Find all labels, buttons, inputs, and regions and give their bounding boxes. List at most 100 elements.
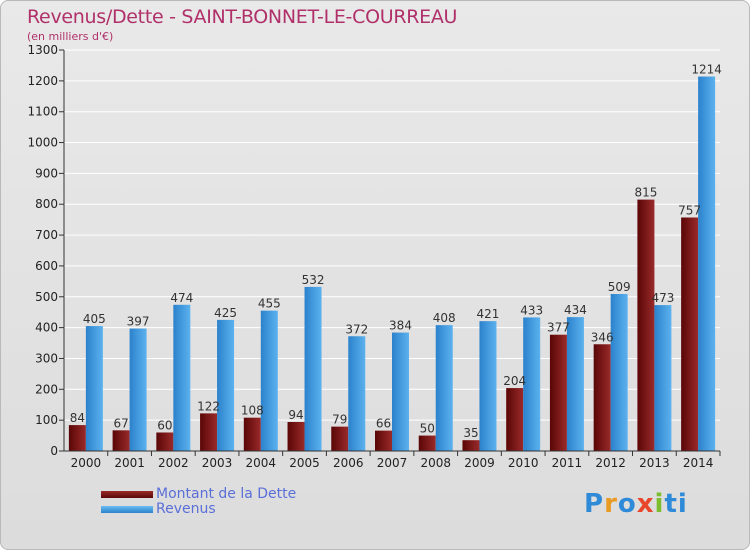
x-tick-label: 2011 <box>552 456 583 470</box>
bar-dette <box>200 413 218 451</box>
y-tick-label: 700 <box>35 228 58 242</box>
y-tick-label: 300 <box>35 351 58 365</box>
y-tick-label: 200 <box>35 382 58 396</box>
y-tick-label: 1300 <box>27 43 58 57</box>
x-tick-label: 2008 <box>420 456 451 470</box>
bar-dette <box>287 422 305 451</box>
data-label: 473 <box>651 291 674 305</box>
data-label: 1214 <box>691 63 722 77</box>
proxiti-logo: Proxiti <box>584 489 688 519</box>
data-label: 204 <box>503 374 526 388</box>
x-tick-label: 2012 <box>595 456 626 470</box>
logo-letter: t <box>664 489 678 519</box>
data-label: 60 <box>157 418 172 432</box>
x-tick-label: 2014 <box>683 456 714 470</box>
data-label: 377 <box>547 321 570 335</box>
logo-letter: P <box>584 489 605 519</box>
bar-revenus <box>129 328 147 451</box>
bar-dette <box>593 344 611 451</box>
y-tick-label: 600 <box>35 259 58 273</box>
bar-revenus <box>173 304 191 451</box>
data-label: 421 <box>477 307 500 321</box>
data-label: 50 <box>420 422 435 436</box>
data-label: 397 <box>127 315 150 329</box>
bar-dette <box>637 199 655 451</box>
bar-dette <box>418 435 436 451</box>
data-label: 108 <box>241 404 264 418</box>
y-tick-label: 400 <box>35 321 58 335</box>
bar-revenus <box>479 321 497 451</box>
data-label: 66 <box>376 417 391 431</box>
data-label: 509 <box>608 280 631 294</box>
bar-dette <box>375 430 392 451</box>
x-tick-label: 2007 <box>377 456 408 470</box>
bar-dette <box>681 217 699 451</box>
bar-revenus <box>523 317 541 451</box>
bar-revenus <box>85 326 103 451</box>
data-label: 94 <box>288 408 303 422</box>
data-label: 757 <box>678 203 701 217</box>
data-label: 434 <box>564 303 587 317</box>
bar-revenus <box>698 76 716 451</box>
data-label: 433 <box>520 303 543 317</box>
x-tick-label: 2000 <box>71 456 102 470</box>
legend-swatch-revenus <box>101 506 153 513</box>
x-tick-label: 2005 <box>289 456 320 470</box>
bar-revenus <box>566 317 584 451</box>
data-label: 35 <box>463 426 478 440</box>
legend-label-dette: Montant de la Dette <box>156 486 297 502</box>
legend-swatch-dette <box>101 491 153 498</box>
logo-letter: x <box>636 489 655 519</box>
bar-revenus <box>217 319 235 451</box>
logo-letter: i <box>654 489 665 519</box>
bar-dette <box>156 432 174 451</box>
chart-title: Revenus/Dette - SAINT-BONNET-LE-COURREAU <box>27 6 458 28</box>
y-tick-label: 1200 <box>27 74 58 88</box>
bar-revenus <box>392 332 409 451</box>
data-label: 384 <box>389 319 412 333</box>
data-label: 84 <box>70 411 85 425</box>
x-tick-label: 2001 <box>114 456 145 470</box>
logo-letter: i <box>677 489 688 519</box>
data-label: 67 <box>113 416 128 430</box>
data-label: 79 <box>332 413 347 427</box>
bar-revenus <box>654 305 672 451</box>
y-tick-label: 900 <box>35 166 58 180</box>
x-tick-label: 2013 <box>639 456 670 470</box>
x-tick-label: 2006 <box>333 456 364 470</box>
data-label: 425 <box>214 306 237 320</box>
bar-dette <box>112 430 130 451</box>
x-tick-label: 2002 <box>158 456 189 470</box>
bar-dette <box>68 425 86 451</box>
bar-dette <box>549 334 567 451</box>
bar-dette <box>331 426 349 451</box>
x-tick-label: 2010 <box>508 456 539 470</box>
axes: 0 100 200 300 400 500 600 700 800 900 1000 1100 1200… <box>27 43 721 470</box>
bar-revenus <box>304 286 322 451</box>
y-tick-label: 0 <box>50 444 58 458</box>
data-label: 372 <box>345 322 368 336</box>
logo-letter: r <box>604 489 618 519</box>
data-label: 408 <box>433 311 456 325</box>
y-tick-label: 800 <box>35 197 58 211</box>
y-tick-label: 500 <box>35 290 58 304</box>
legend-label-revenus: Revenus <box>156 501 216 517</box>
bar-dette <box>243 417 261 451</box>
bars <box>68 76 716 451</box>
data-label: 346 <box>591 330 614 344</box>
data-label: 455 <box>258 297 281 311</box>
data-label: 815 <box>634 186 657 200</box>
bar-revenus <box>260 310 278 451</box>
chart-subtitle: (en milliers d'€) <box>27 30 114 43</box>
x-tick-label: 2003 <box>202 456 233 470</box>
y-tick-label: 100 <box>35 413 58 427</box>
bar-revenus <box>348 336 366 451</box>
x-tick-label: 2004 <box>246 456 277 470</box>
bar-revenus <box>435 325 453 451</box>
data-labels: 84 405 67 397 60 474 122 425 108 455 94 532 79 372 66 3… <box>70 63 722 441</box>
data-label: 474 <box>170 291 193 305</box>
data-label: 532 <box>302 273 325 287</box>
y-tick-label: 1000 <box>27 136 58 150</box>
